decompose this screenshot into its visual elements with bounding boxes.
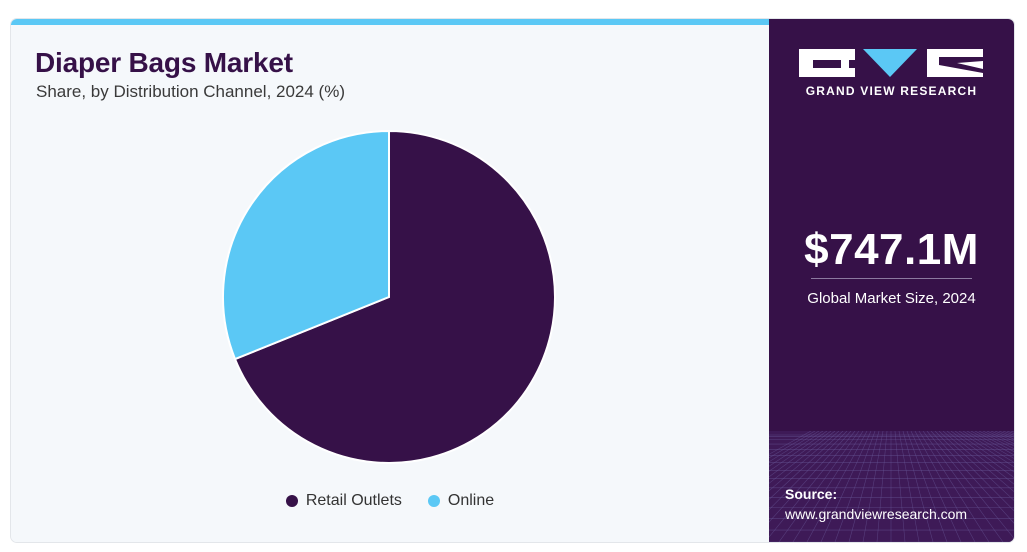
legend-marker-retail-outlets — [285, 495, 298, 507]
legend-marker-online — [427, 495, 440, 507]
source-label: Source: — [785, 486, 838, 502]
market-size-value: $747.1M — [804, 225, 979, 274]
chart-panel: Diaper Bags Market Share, by Distributio… — [11, 19, 769, 542]
brand-name: GRAND VIEW RESEARCH — [805, 84, 978, 98]
info-sidebar: GRAND VIEW RESEARCH $747.1M Global Marke… — [769, 19, 1014, 542]
legend-label-online: Online — [447, 492, 495, 509]
gvr-logo-icon — [799, 49, 983, 77]
pie-slice-retail-outlets — [233, 129, 556, 464]
pie-chart — [221, 129, 556, 464]
legend-item-online: Online — [427, 492, 495, 510]
source-block: Source: www.grandviewresearch.com — [785, 484, 967, 524]
legend-item-retail-outlets: Retail Outlets — [285, 492, 402, 510]
grid-pattern-decoration — [769, 431, 1014, 542]
chart-title: Diaper Bags Market — [35, 47, 293, 78]
top-accent-bar — [11, 19, 769, 25]
market-size-caption: Global Market Size, 2024 — [807, 290, 976, 307]
legend-label-retail-outlets: Retail Outlets — [305, 492, 402, 509]
chart-legend: Retail Outlets Online — [11, 492, 769, 510]
value-divider — [811, 278, 972, 279]
infographic-card: Diaper Bags Market Share, by Distributio… — [11, 19, 1014, 542]
chart-subtitle: Share, by Distribution Channel, 2024 (%) — [36, 82, 345, 101]
source-url: www.grandviewresearch.com — [785, 506, 968, 522]
pie-slice-online — [221, 129, 390, 361]
